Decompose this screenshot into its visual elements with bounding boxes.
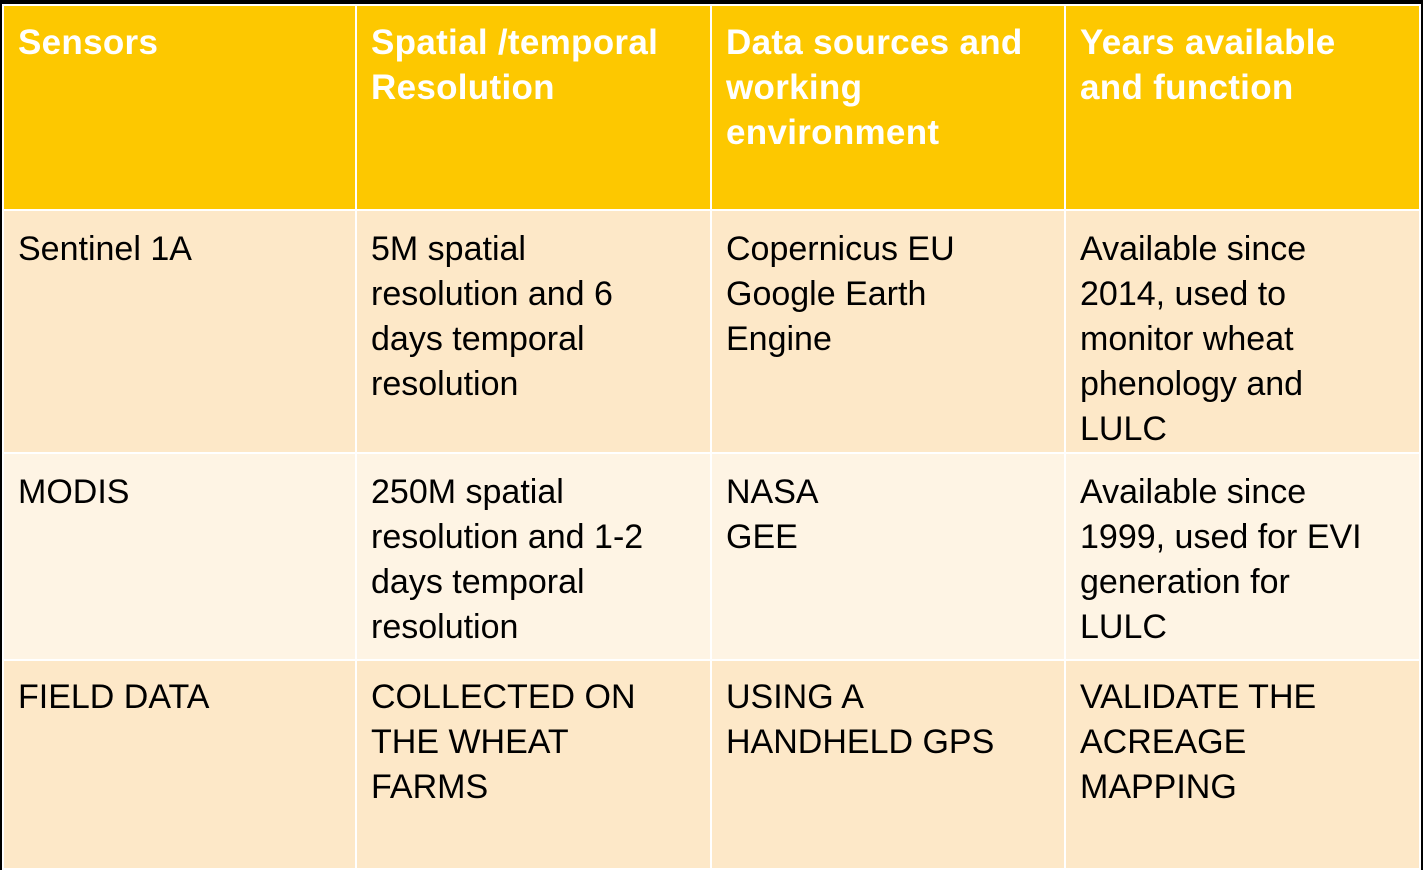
cell-text: Available since (1080, 230, 1307, 268)
cell-text: Copernicus EU (726, 230, 955, 268)
cell-text: resolution and 6 (371, 275, 613, 313)
cell-text: ACREAGE (1080, 723, 1247, 761)
cell-text: resolution and 1-2 (371, 518, 644, 556)
cell-sensor: FIELD DATA (2, 659, 357, 870)
header-text: Sensors (18, 23, 159, 62)
cell-text: LULC (1080, 410, 1167, 448)
header-years-function: Years available and function (1064, 4, 1421, 211)
cell-data-source: NASA GEE (710, 452, 1066, 661)
table-row: MODIS 250M spatial resolution and 1-2 da… (2, 452, 1421, 661)
cell-resolution: 5M spatial resolution and 6 days tempora… (355, 209, 712, 454)
header-text: Years available (1080, 23, 1336, 62)
cell-text: NASA (726, 473, 819, 511)
cell-years-function: VALIDATE THE ACREAGE MAPPING (1064, 659, 1421, 870)
cell-text: Sentinel 1A (18, 230, 192, 268)
cell-text: USING A (726, 678, 864, 716)
cell-text: LULC (1080, 608, 1167, 646)
cell-resolution: COLLECTED ON THE WHEAT FARMS (355, 659, 712, 870)
cell-text: days temporal (371, 563, 585, 601)
header-text: environment (726, 113, 940, 152)
cell-text: GEE (726, 518, 798, 556)
cell-data-source: USING A HANDHELD GPS (710, 659, 1066, 870)
cell-text: COLLECTED ON (371, 678, 636, 716)
sensor-comparison-table: Sensors Spatial /temporal Resolution Dat… (2, 4, 1421, 870)
header-text: Spatial /temporal (371, 23, 659, 62)
cell-text: FARMS (371, 768, 489, 806)
cell-text: resolution (371, 365, 519, 403)
cell-sensor: Sentinel 1A (2, 209, 357, 454)
header-text: and function (1080, 68, 1294, 107)
header-resolution: Spatial /temporal Resolution (355, 4, 712, 211)
cell-text: 250M spatial (371, 473, 564, 511)
cell-resolution: 250M spatial resolution and 1-2 days tem… (355, 452, 712, 661)
cell-text: VALIDATE THE (1080, 678, 1317, 716)
table-row: Sentinel 1A 5M spatial resolution and 6 … (2, 209, 1421, 454)
cell-years-function: Available since 2014, used to monitor wh… (1064, 209, 1421, 454)
cell-text: 1999, used for EVI (1080, 518, 1362, 556)
header-text: Data sources and (726, 23, 1023, 62)
cell-text: days temporal (371, 320, 585, 358)
cell-sensor: MODIS (2, 452, 357, 661)
header-data-sources: Data sources and working environment (710, 4, 1066, 211)
header-text: Resolution (371, 68, 555, 107)
cell-text: 2014, used to (1080, 275, 1287, 313)
cell-text: HANDHELD GPS (726, 723, 995, 761)
cell-text: phenology and (1080, 365, 1304, 403)
cell-text: generation for (1080, 563, 1290, 601)
cell-text: Available since (1080, 473, 1307, 511)
cell-text: Google Earth (726, 275, 927, 313)
cell-text: MODIS (18, 473, 130, 511)
table-container: Sensors Spatial /temporal Resolution Dat… (2, 4, 1421, 870)
header-sensors: Sensors (2, 4, 357, 211)
table-header-row: Sensors Spatial /temporal Resolution Dat… (2, 4, 1421, 211)
cell-text: 5M spatial (371, 230, 526, 268)
cell-data-source: Copernicus EU Google Earth Engine (710, 209, 1066, 454)
table-row: FIELD DATA COLLECTED ON THE WHEAT FARMS … (2, 659, 1421, 870)
header-text: working (726, 68, 863, 107)
cell-years-function: Available since 1999, used for EVI gener… (1064, 452, 1421, 661)
cell-text: MAPPING (1080, 768, 1237, 806)
cell-text: THE WHEAT (371, 723, 569, 761)
cell-text: FIELD DATA (18, 678, 210, 716)
cell-text: Engine (726, 320, 832, 358)
cell-text: resolution (371, 608, 519, 646)
cell-text: monitor wheat (1080, 320, 1294, 358)
